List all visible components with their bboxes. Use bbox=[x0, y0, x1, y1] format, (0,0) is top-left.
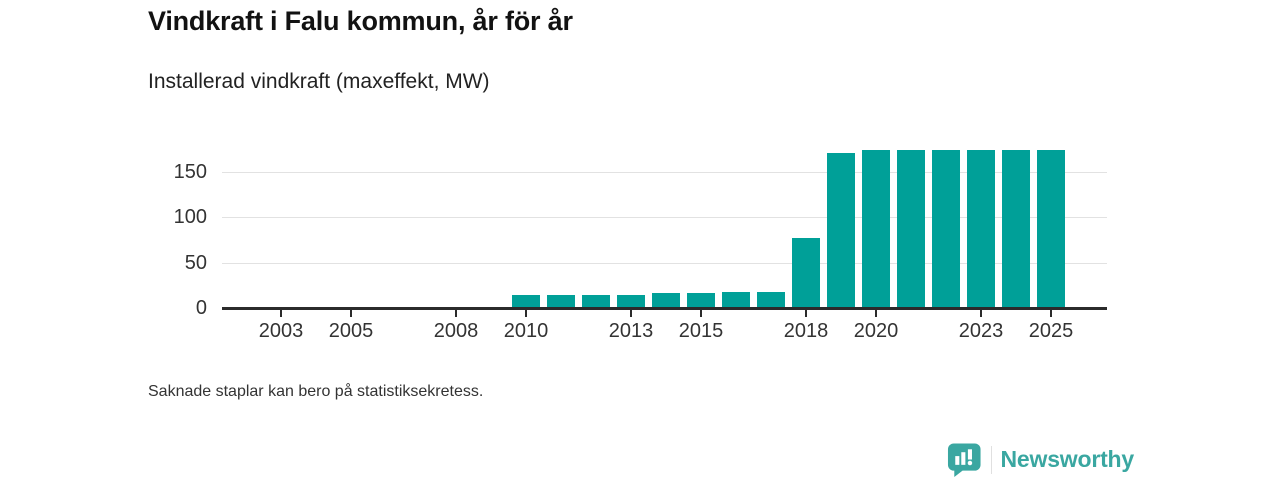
bar-2022 bbox=[932, 149, 960, 308]
bar-2021 bbox=[897, 149, 925, 308]
newsworthy-logo: Newsworthy bbox=[947, 442, 1134, 477]
bar-2014 bbox=[652, 293, 680, 308]
gridline-150 bbox=[222, 171, 1107, 173]
x-tick-2018 bbox=[805, 310, 807, 317]
logo-divider bbox=[990, 445, 992, 474]
x-tick-label-2003: 2003 bbox=[258, 320, 304, 342]
x-tick-label-2013: 2013 bbox=[608, 320, 654, 342]
newsworthy-logo-text: Newsworthy bbox=[1000, 446, 1135, 472]
y-tick-label-50: 50 bbox=[184, 251, 207, 274]
x-tick-2005 bbox=[350, 310, 352, 317]
bar-2024 bbox=[1002, 149, 1030, 308]
bar-2017 bbox=[757, 291, 785, 308]
bar-2015 bbox=[687, 293, 715, 308]
bar-2016 bbox=[722, 291, 750, 308]
x-tick-2003 bbox=[280, 310, 282, 317]
chart-subtitle: Installerad vindkraft (maxeffekt, MW) bbox=[148, 70, 490, 93]
bar-2012 bbox=[582, 295, 610, 308]
chart-title: Vindkraft i Falu kommun, år för år bbox=[148, 6, 573, 36]
bar-2011 bbox=[547, 295, 575, 308]
x-tick-label-2015: 2015 bbox=[678, 320, 724, 342]
gridline-50 bbox=[222, 262, 1107, 264]
x-tick-label-2008: 2008 bbox=[433, 320, 479, 342]
newsworthy-speech-bubble-barchart-icon bbox=[947, 443, 981, 477]
bar-2013 bbox=[617, 295, 645, 308]
y-tick-label-150: 150 bbox=[173, 160, 207, 183]
plot-area bbox=[222, 138, 1107, 308]
x-tick-label-2025: 2025 bbox=[1028, 320, 1074, 342]
x-tick-2008 bbox=[455, 310, 457, 317]
x-tick-2025 bbox=[1050, 310, 1052, 317]
x-tick-2023 bbox=[980, 310, 982, 317]
x-tick-2010 bbox=[525, 310, 527, 317]
bar-2019 bbox=[827, 153, 855, 308]
x-tick-label-2010: 2010 bbox=[503, 320, 549, 342]
chart-footnote: Saknade staplar kan bero på statistiksek… bbox=[148, 383, 484, 400]
x-tick-label-2018: 2018 bbox=[783, 320, 829, 342]
x-tick-2015 bbox=[700, 310, 702, 317]
x-axis-line bbox=[222, 307, 1107, 310]
x-tick-label-2020: 2020 bbox=[853, 320, 899, 342]
bar-2020 bbox=[862, 149, 890, 308]
bar-2025 bbox=[1037, 149, 1065, 308]
gridline-100 bbox=[222, 217, 1107, 219]
x-tick-label-2005: 2005 bbox=[328, 320, 374, 342]
bar-2018 bbox=[792, 238, 820, 308]
y-tick-label-0: 0 bbox=[195, 297, 207, 319]
bar-2023 bbox=[967, 149, 995, 308]
y-tick-label-100: 100 bbox=[173, 206, 207, 229]
x-tick-2020 bbox=[875, 310, 877, 317]
x-tick-label-2023: 2023 bbox=[958, 320, 1004, 342]
bar-chart: 0 50 100 150 2003 2005 2008 2010 2013 2015 2018 202… bbox=[140, 138, 1140, 353]
bar-2010 bbox=[512, 295, 540, 308]
x-tick-2013 bbox=[630, 310, 632, 317]
